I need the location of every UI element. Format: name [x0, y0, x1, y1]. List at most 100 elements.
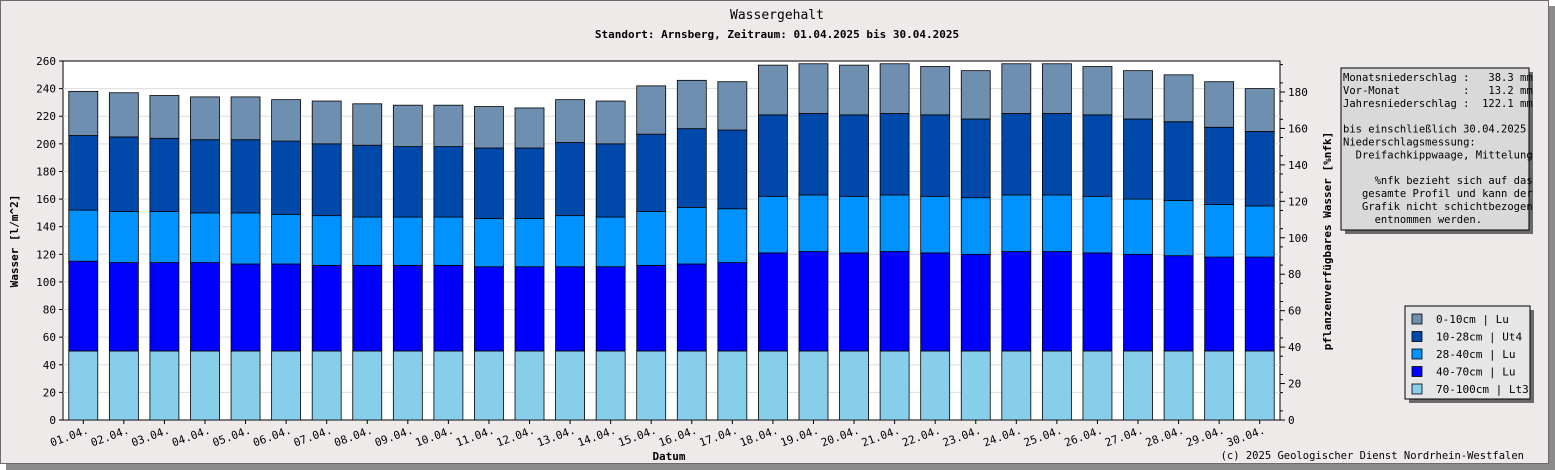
- bar-segment: [1082, 350, 1113, 421]
- bar-segment: [1082, 252, 1113, 352]
- y2-tick-label: 0: [1288, 414, 1295, 427]
- x-tick-label: 28.04.: [1144, 424, 1186, 450]
- bar-segment: [108, 211, 139, 263]
- bar-segment: [271, 99, 302, 142]
- bar-segment: [1123, 350, 1153, 421]
- bar-segment: [230, 212, 261, 265]
- bar-segment: [798, 350, 829, 421]
- plot-area: [62, 60, 1281, 421]
- info-line: Monatsniederschlag : 38.3 mm: [1343, 72, 1533, 84]
- bar-segment: [879, 63, 910, 114]
- bar-segment: [798, 63, 829, 114]
- bar-segment: [433, 264, 464, 352]
- bar-segment: [392, 146, 423, 218]
- x-tick-label: 21.04.: [860, 424, 902, 450]
- bar-segment: [839, 114, 869, 197]
- bar-segment: [1041, 194, 1072, 252]
- bar-segment: [920, 195, 951, 254]
- y-axis-left: 0 20 40 60 80 100 120 140 160 180 200 220 240 260: [36, 55, 63, 427]
- y-tick-label: 0: [49, 414, 56, 427]
- bar-segment: [271, 263, 302, 352]
- legend-swatch: [1411, 348, 1423, 360]
- bar-segment: [1204, 256, 1235, 352]
- bar-segment: [433, 216, 464, 266]
- bar-segment: [555, 99, 585, 143]
- bar-segment: [474, 147, 504, 219]
- bar-segment: [798, 251, 829, 352]
- bar-segment: [636, 133, 667, 212]
- y-axis-right: 0 20 40 60 80 100 120 140 160 180: [1280, 64, 1308, 427]
- y-tick-label: 80: [43, 304, 56, 317]
- bar-segment: [474, 266, 504, 352]
- bar-segment: [595, 216, 626, 268]
- bar-segment: [68, 209, 99, 262]
- x-tick-label: 13.04.: [535, 424, 577, 450]
- bar-segment: [149, 262, 180, 352]
- bar-segment: [595, 143, 626, 218]
- legend-swatch: [1411, 366, 1423, 377]
- x-tick-label: 09.04.: [373, 424, 415, 450]
- bar-segment: [1041, 251, 1072, 352]
- bar-segment: [392, 104, 423, 148]
- bar-segment: [68, 260, 99, 352]
- bar-segment: [190, 96, 220, 141]
- bar-segment: [514, 266, 545, 352]
- y-tick-label: 120: [36, 248, 56, 261]
- bar-segment: [474, 106, 504, 149]
- legend-label: 28-40cm | Lu: [1436, 348, 1515, 361]
- y-axis-label: Wasser [l/m^2]: [8, 195, 21, 288]
- bar-segment: [1082, 195, 1113, 254]
- x-axis-label: Datum: [652, 450, 685, 463]
- bar-segment: [960, 197, 991, 255]
- bar-segment: [555, 350, 585, 421]
- info-line: Niederschlagsmessung:: [1343, 137, 1476, 149]
- bar-segment: [1041, 63, 1072, 114]
- bar-segment: [311, 215, 342, 266]
- bar-segment: [108, 262, 139, 352]
- bar-segment: [636, 350, 667, 421]
- bar-segment: [1123, 118, 1153, 200]
- info-line: Dreifachkippwaage, Mittelung: [1343, 149, 1533, 161]
- bar-segment: [1204, 81, 1235, 128]
- bar-segment: [392, 216, 423, 266]
- y2-tick-label: 80: [1288, 268, 1301, 281]
- y-tick-label: 100: [36, 276, 56, 289]
- bar-segment: [960, 350, 991, 421]
- bar-segment: [311, 143, 342, 217]
- x-tick-label: 15.04.: [616, 424, 658, 450]
- legend: 0-10cm | Lu 10-28cm | Ut4 28-40cm | Lu 40-7…: [1404, 305, 1534, 403]
- y2-axis-label: pflanzenverfügbares Wasser [%nfk]: [1321, 132, 1334, 351]
- bar-segment: [839, 195, 869, 254]
- y2-tick-label: 120: [1288, 195, 1308, 208]
- bar-segment: [149, 95, 180, 139]
- bar-segment: [1001, 251, 1032, 352]
- bar-segment: [230, 139, 261, 214]
- bar-segment: [1244, 131, 1275, 207]
- bar-segment: [149, 350, 180, 421]
- bar-segment: [717, 208, 748, 263]
- bar-segment: [352, 264, 383, 352]
- bar-segment: [1163, 74, 1194, 123]
- grid-lines: [63, 88, 1280, 393]
- bar-segment: [758, 195, 788, 254]
- bar-segment: [230, 263, 261, 352]
- bar-segment: [920, 252, 951, 352]
- y2-tick-label: 160: [1288, 122, 1308, 135]
- chart-subtitle: Standort: Arnsberg, Zeitraum: 01.04.2025…: [595, 28, 959, 41]
- bar-segment: [514, 107, 545, 149]
- bar-segment: [1082, 66, 1113, 116]
- bar-segment: [1123, 198, 1153, 255]
- bar-segment: [190, 139, 220, 214]
- bar-segment: [1204, 350, 1235, 421]
- bar-segment: [676, 206, 707, 265]
- bar-segment: [920, 114, 951, 197]
- y-tick-label: 140: [36, 221, 56, 234]
- bar-segment: [595, 266, 626, 352]
- bar-segment: [352, 216, 383, 266]
- legend-swatch: [1411, 383, 1423, 395]
- bar-segment: [798, 194, 829, 252]
- frame-shadow-bottom: [6, 464, 1555, 470]
- bar-segment: [1163, 121, 1194, 201]
- y2-tick-label: 140: [1288, 159, 1308, 172]
- bar-segment: [433, 350, 464, 421]
